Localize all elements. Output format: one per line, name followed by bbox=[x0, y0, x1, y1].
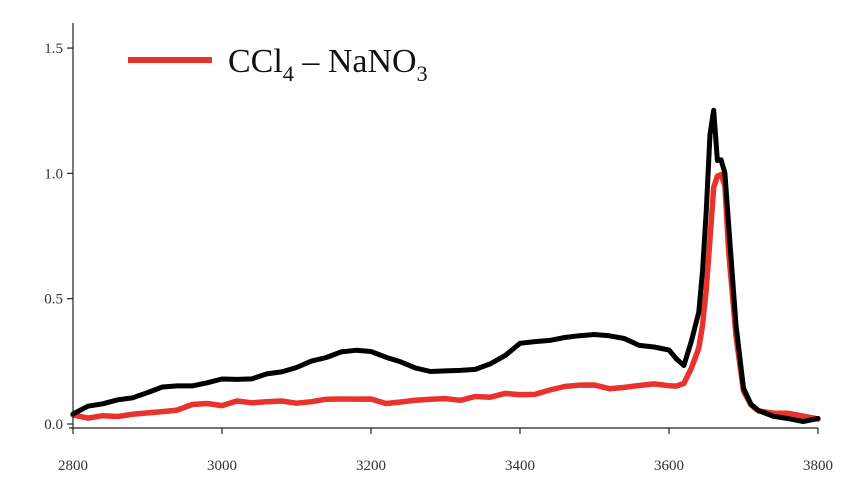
legend-label-main: CCl bbox=[228, 43, 283, 80]
x-tick-label: 3000 bbox=[207, 458, 237, 474]
series-layer bbox=[70, 107, 821, 424]
x-tick-label: 3600 bbox=[654, 458, 684, 474]
plot-area bbox=[70, 107, 821, 424]
x-tick-label: 2800 bbox=[58, 458, 88, 474]
y-tick-label: 1.5 bbox=[44, 41, 63, 57]
series-line-red bbox=[70, 171, 821, 422]
series-line-black bbox=[70, 107, 821, 424]
y-tick-label: 1.0 bbox=[44, 166, 63, 182]
legend-label-sub-2: 3 bbox=[417, 61, 428, 86]
legend: CCl4 – NaNO3 bbox=[128, 43, 428, 86]
legend-label-sub-1: 4 bbox=[283, 61, 294, 86]
x-tick-label: 3200 bbox=[356, 458, 386, 474]
x-tick-label: 3400 bbox=[505, 458, 535, 474]
y-tick-label: 0.5 bbox=[44, 292, 63, 308]
legend-label: CCl4 – NaNO3 bbox=[228, 43, 428, 86]
y-tick-label: 0.0 bbox=[44, 417, 63, 433]
x-ticks: 2800 3000 3200 3400 3600 3800 bbox=[58, 428, 833, 474]
x-tick-label: 3800 bbox=[803, 458, 833, 474]
legend-label-separator: – NaNO bbox=[294, 43, 417, 80]
y-ticks: 0.0 0.5 1.0 1.5 bbox=[44, 41, 73, 433]
